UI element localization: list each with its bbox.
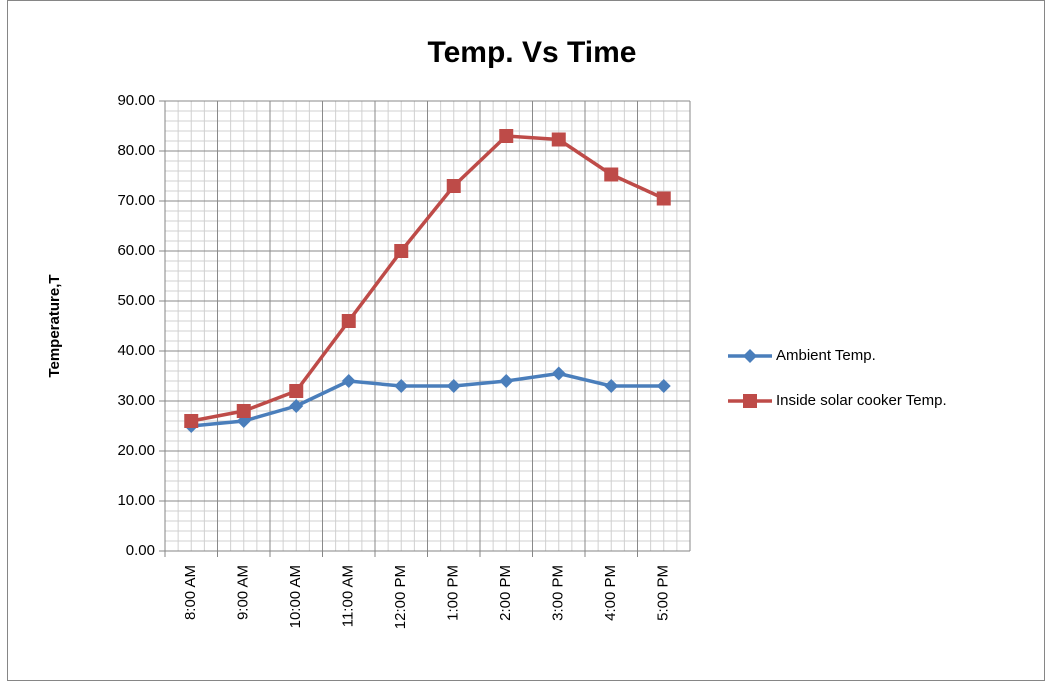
data-point [446,179,461,193]
legend-marker [743,349,757,363]
series-line [191,371,664,428]
data-point [394,244,409,258]
data-point [499,129,514,143]
data-point [394,379,409,393]
data-point [656,191,671,206]
data-point [551,132,566,147]
y-axis-title: Temperature,T [46,274,63,377]
x-tick-label: 4:00 PM [602,565,619,621]
x-tick-label: 9:00 AM [235,565,252,620]
x-tick-label: 8:00 AM [182,565,199,620]
x-tick-label: 2:00 PM [497,565,514,621]
x-tick-label: 1:00 PM [445,565,462,621]
legend-label: Ambient Temp. [776,347,876,364]
data-point [289,384,304,398]
x-tick-label: 5:00 PM [655,565,672,621]
legend-marker [743,394,757,408]
data-point [184,414,199,428]
data-point [604,379,619,393]
data-point [236,404,251,418]
x-tick-label: 12:00 PM [392,565,409,629]
y-tick-label: 60.00 [117,242,155,259]
y-tick-label: 20.00 [117,442,155,459]
chart-title: Temp. Vs Time [428,36,637,69]
y-tick-label: 80.00 [117,142,155,159]
data-point [289,399,304,413]
y-tick-label: 10.00 [117,492,155,509]
y-tick-label: 50.00 [117,292,155,309]
data-point [551,366,566,381]
y-tick-label: 40.00 [117,342,155,359]
data-point [604,167,619,182]
y-tick-label: 30.00 [117,392,155,409]
x-tick-label: 10:00 AM [287,565,304,628]
series-line [190,134,665,423]
data-point [446,379,461,393]
data-point [656,379,671,393]
y-tick-label: 70.00 [117,192,155,209]
data-point [341,314,356,328]
y-tick-label: 90.00 [117,92,155,109]
legend-label: Inside solar cooker Temp. [776,392,947,409]
y-tick-label: 0.00 [126,542,155,559]
x-tick-label: 3:00 PM [550,565,567,621]
data-point [499,374,514,388]
data-point [341,374,356,388]
x-tick-label: 11:00 AM [340,565,357,627]
